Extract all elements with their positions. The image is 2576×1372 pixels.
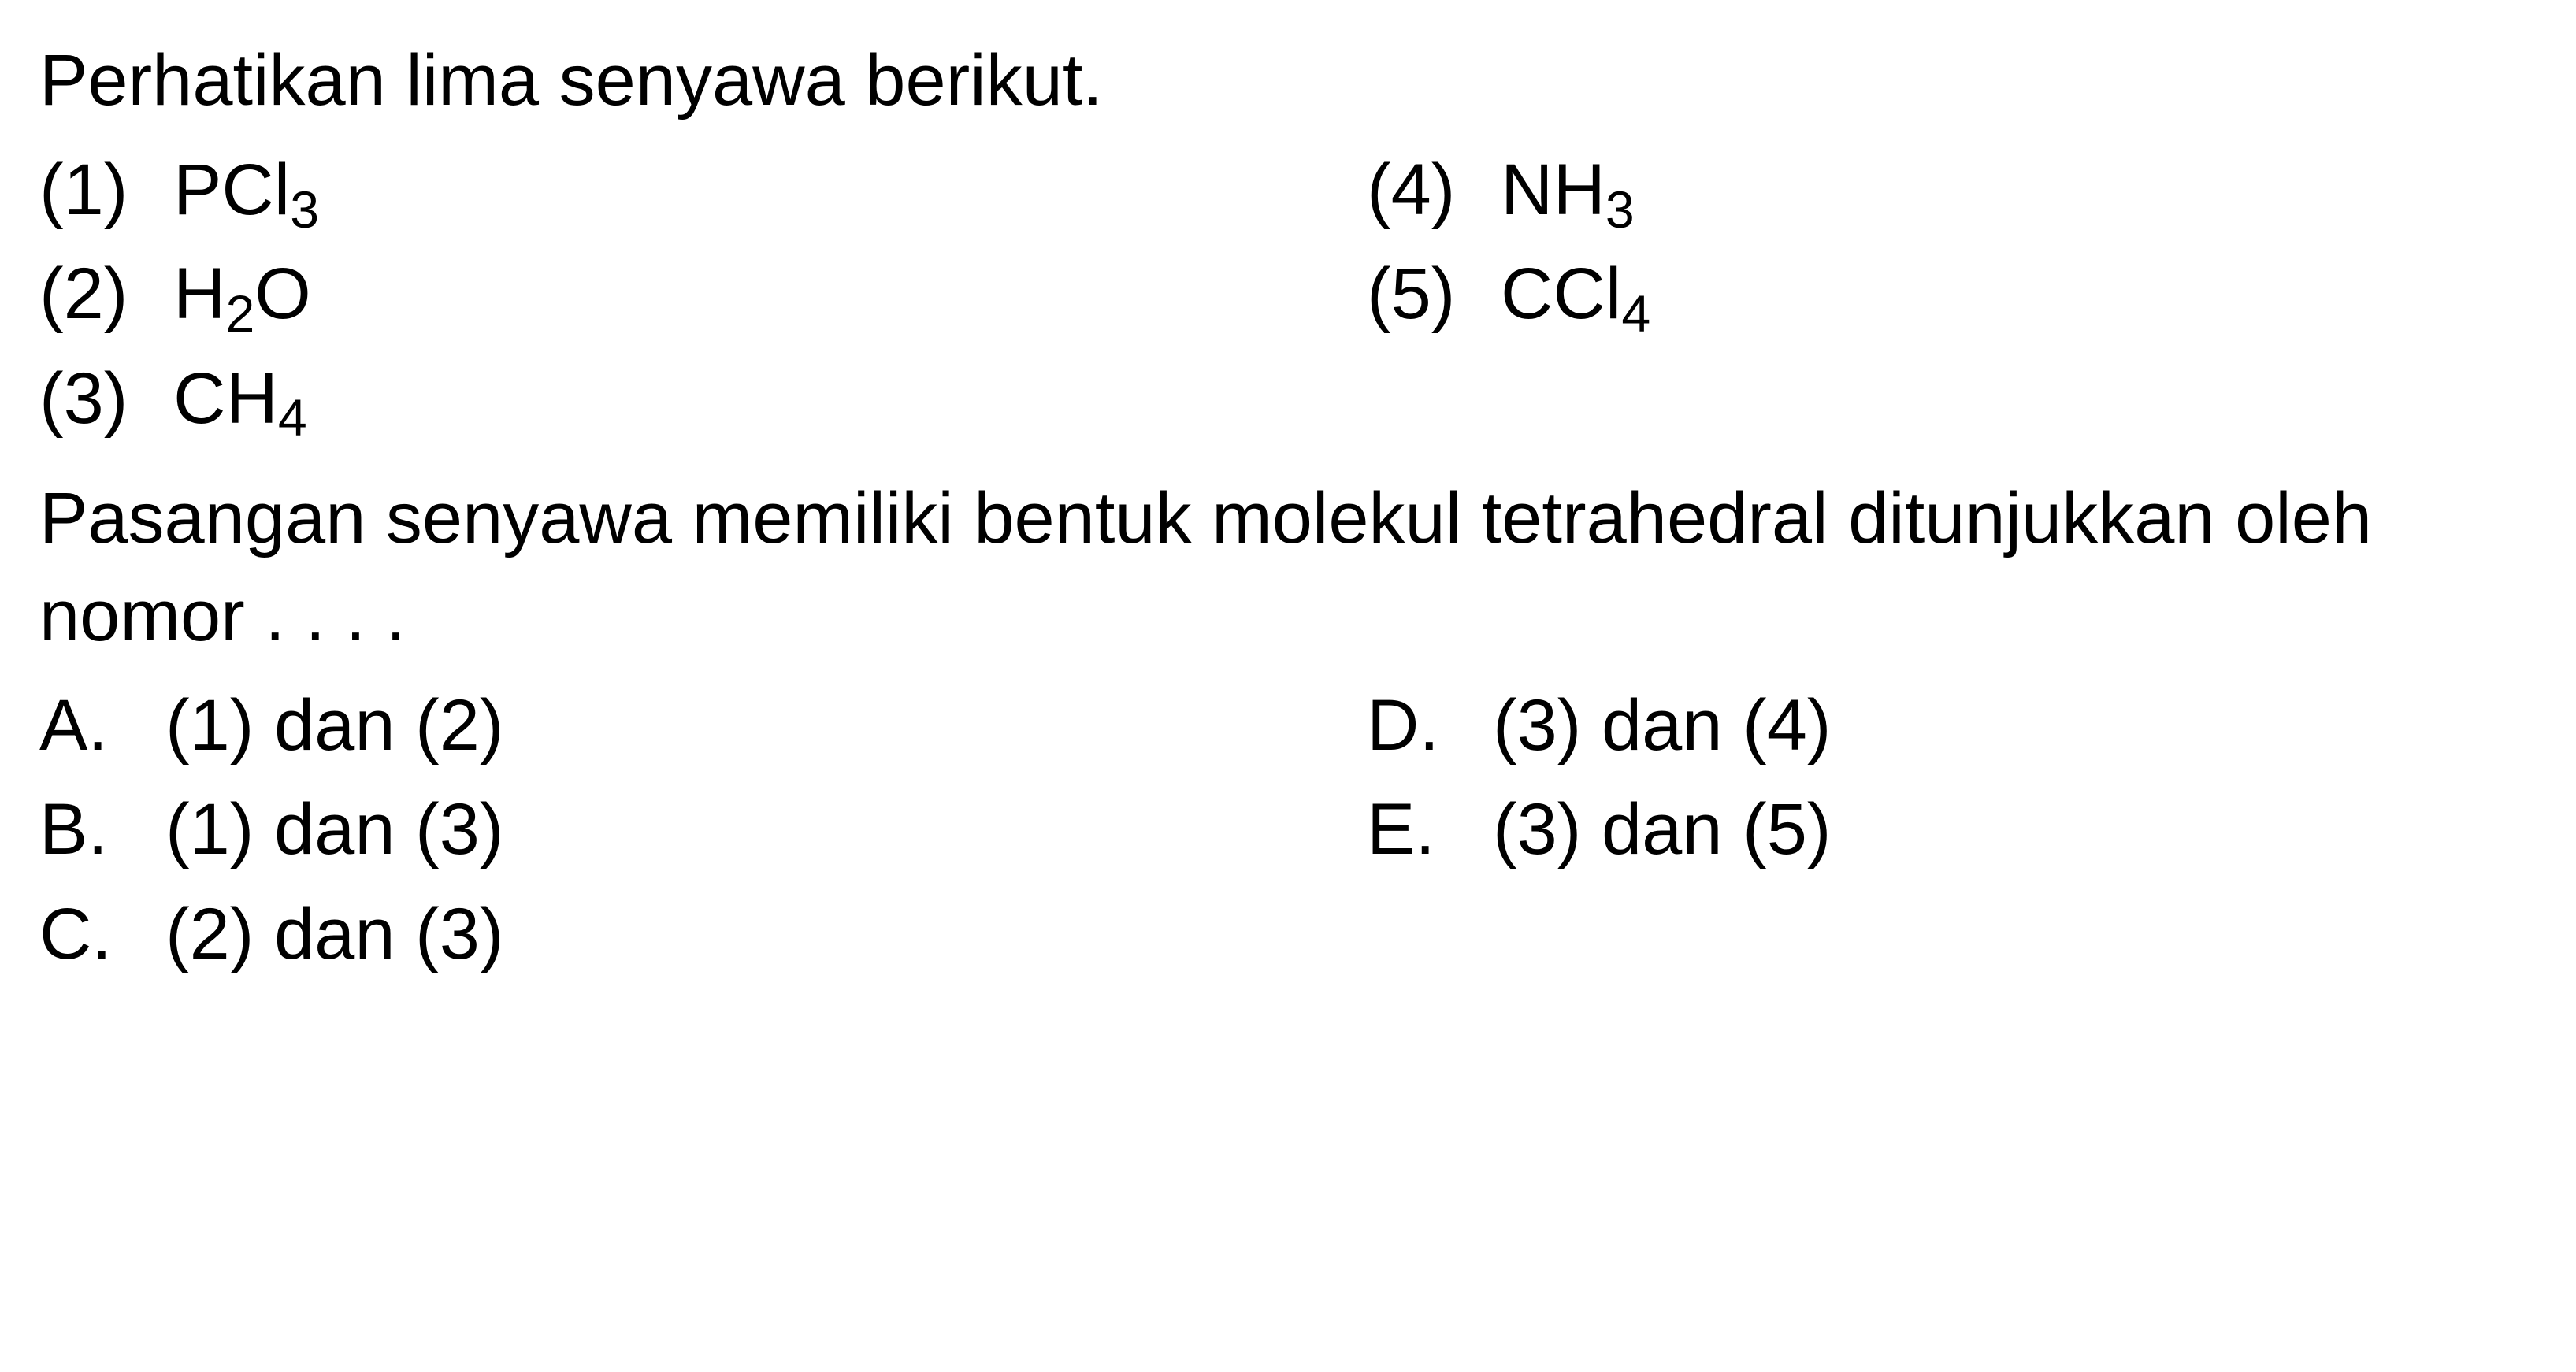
compound-number: (1) <box>39 141 142 239</box>
compound-formula: NH3 <box>1501 141 1635 239</box>
option-text: (1) dan (3) <box>165 781 504 878</box>
option-text: (3) dan (4) <box>1493 677 1832 774</box>
compound-item: (4) NH3 <box>1367 141 2537 239</box>
formula-tail: O <box>254 245 311 343</box>
formula-base: CCl <box>1501 245 1621 343</box>
compound-formula: H2O <box>173 245 311 343</box>
formula-subscript: 4 <box>278 384 307 454</box>
compound-item: (1) PCl3 <box>39 141 1209 239</box>
options-list: A. (1) dan (2) B. (1) dan (3) C. (2) dan… <box>39 677 2537 989</box>
compound-formula: CH4 <box>173 350 307 447</box>
compound-item: (3) CH4 <box>39 350 1209 447</box>
option-item: B. (1) dan (3) <box>39 781 1209 878</box>
question-container: Perhatikan lima senyawa berikut. (1) PCl… <box>39 32 2537 989</box>
option-text: (3) dan (5) <box>1493 781 1832 878</box>
formula-subscript: 2 <box>225 280 254 350</box>
option-item: C. (2) dan (3) <box>39 885 1209 983</box>
option-letter: B. <box>39 781 118 878</box>
compound-number: (3) <box>39 350 142 447</box>
compound-number: (4) <box>1367 141 1469 239</box>
compound-number: (2) <box>39 245 142 343</box>
option-item: E. (3) dan (5) <box>1367 781 2537 878</box>
option-item: D. (3) dan (4) <box>1367 677 2537 774</box>
formula-base: CH <box>173 350 278 447</box>
compounds-list: (1) PCl3 (2) H2O (3) CH4 (4) <box>39 141 2537 454</box>
compound-item: (2) H2O <box>39 245 1209 343</box>
question-prompt: Pasangan senyawa memiliki bentuk molekul… <box>39 469 2537 665</box>
compound-number: (5) <box>1367 245 1469 343</box>
option-letter: C. <box>39 885 118 983</box>
option-letter: E. <box>1367 781 1446 878</box>
option-letter: D. <box>1367 677 1446 774</box>
option-text: (2) dan (3) <box>165 885 504 983</box>
compound-formula: PCl3 <box>173 141 319 239</box>
compound-item: (5) CCl4 <box>1367 245 2537 343</box>
intro-text: Perhatikan lima senyawa berikut. <box>39 32 2537 129</box>
formula-base: PCl <box>173 141 290 239</box>
compound-formula: CCl4 <box>1501 245 1650 343</box>
formula-subscript: 3 <box>290 176 319 246</box>
formula-subscript: 3 <box>1605 176 1635 246</box>
formula-base: NH <box>1501 141 1605 239</box>
formula-base: H <box>173 245 225 343</box>
option-item: A. (1) dan (2) <box>39 677 1209 774</box>
formula-subscript: 4 <box>1621 280 1650 350</box>
option-text: (1) dan (2) <box>165 677 504 774</box>
option-letter: A. <box>39 677 118 774</box>
